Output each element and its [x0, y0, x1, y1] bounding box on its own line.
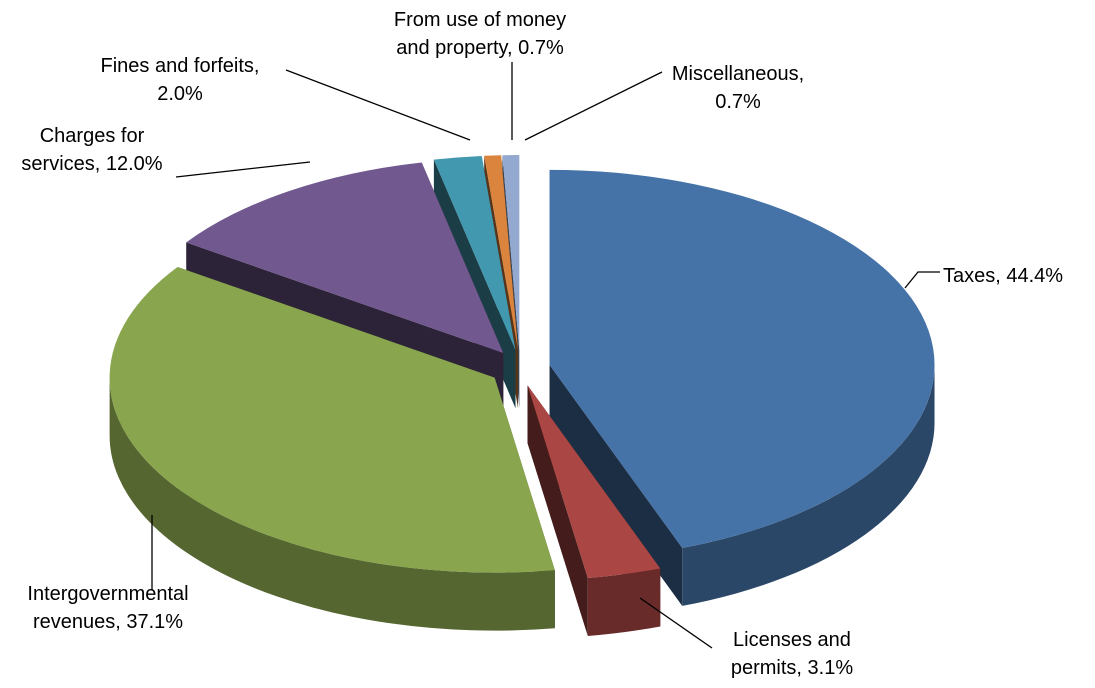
leader-line	[285, 69, 471, 141]
slice	[433, 155, 516, 351]
leader-line	[524, 71, 663, 141]
slice-side	[109, 377, 555, 631]
data-label: Intergovernmental revenues, 37.1%	[27, 583, 189, 633]
leader-line	[904, 271, 940, 289]
data-label: Fines and forfeits, 2.0%	[100, 55, 260, 105]
slice-side	[527, 385, 588, 637]
data-label: Charges for services, 12.0%	[21, 125, 163, 175]
data-label: Licenses and permits, 3.1%	[730, 629, 854, 679]
slice	[186, 162, 504, 354]
slice	[109, 266, 555, 573]
data-label: Miscellaneous, 0.7%	[671, 63, 805, 113]
data-label: From use of money and property, 0.7%	[393, 9, 567, 59]
slice	[527, 385, 661, 579]
slice-side	[682, 364, 935, 606]
leader-line	[639, 597, 713, 649]
slice	[549, 169, 935, 548]
slice	[484, 155, 519, 351]
slice-side	[587, 568, 661, 637]
leader-line	[175, 161, 311, 178]
slice	[502, 155, 520, 351]
data-label: Taxes, 44.4%	[943, 265, 1064, 287]
slice-side	[549, 364, 683, 606]
